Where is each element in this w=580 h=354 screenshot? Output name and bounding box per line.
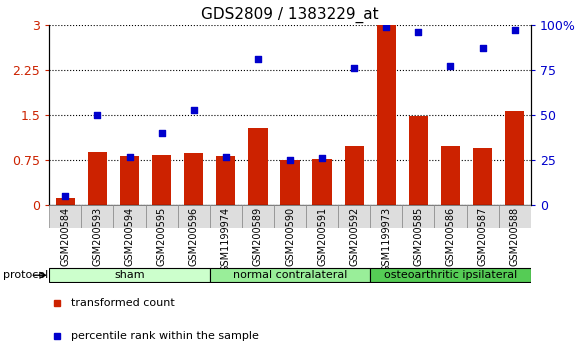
FancyBboxPatch shape: [49, 205, 81, 228]
Bar: [505, 112, 524, 205]
FancyBboxPatch shape: [466, 205, 499, 228]
Point: [414, 29, 423, 35]
Text: osteoarthritic ipsilateral: osteoarthritic ipsilateral: [384, 270, 517, 280]
Bar: [473, 148, 492, 205]
Point: [93, 112, 102, 118]
FancyBboxPatch shape: [306, 205, 338, 228]
Text: transformed count: transformed count: [71, 298, 175, 308]
FancyBboxPatch shape: [242, 205, 274, 228]
Text: GSM200585: GSM200585: [414, 206, 423, 266]
Point: [446, 63, 455, 69]
Bar: [248, 128, 267, 205]
Point: [221, 154, 230, 159]
Point: [382, 24, 391, 29]
Text: GSM1199974: GSM1199974: [221, 206, 231, 272]
Point: [189, 107, 198, 113]
Bar: [88, 152, 107, 205]
FancyBboxPatch shape: [49, 268, 210, 282]
Bar: [120, 156, 139, 205]
Text: GSM200588: GSM200588: [510, 206, 520, 266]
FancyBboxPatch shape: [210, 205, 242, 228]
Bar: [152, 155, 171, 205]
Point: [61, 193, 70, 199]
Point: [253, 56, 263, 62]
Text: GSM200586: GSM200586: [445, 206, 455, 266]
Text: GSM200589: GSM200589: [253, 206, 263, 266]
Text: GSM200592: GSM200592: [349, 206, 359, 266]
Bar: [345, 146, 364, 205]
FancyBboxPatch shape: [338, 205, 370, 228]
Text: GSM200587: GSM200587: [477, 206, 488, 266]
Text: GSM200594: GSM200594: [125, 206, 135, 266]
FancyBboxPatch shape: [370, 268, 531, 282]
Point: [285, 157, 295, 163]
FancyBboxPatch shape: [146, 205, 177, 228]
FancyBboxPatch shape: [81, 205, 114, 228]
Text: GSM200591: GSM200591: [317, 206, 327, 266]
Text: GSM200593: GSM200593: [92, 206, 103, 266]
FancyBboxPatch shape: [434, 205, 466, 228]
Text: GSM200595: GSM200595: [157, 206, 166, 266]
Text: GSM200584: GSM200584: [60, 206, 70, 266]
Bar: [56, 198, 75, 205]
Point: [478, 45, 487, 51]
Text: GSM200590: GSM200590: [285, 206, 295, 266]
Bar: [441, 146, 460, 205]
FancyBboxPatch shape: [210, 268, 370, 282]
Point: [317, 155, 327, 161]
FancyBboxPatch shape: [499, 205, 531, 228]
Text: percentile rank within the sample: percentile rank within the sample: [71, 331, 259, 341]
FancyBboxPatch shape: [370, 205, 403, 228]
Bar: [280, 160, 300, 205]
FancyBboxPatch shape: [177, 205, 210, 228]
Bar: [313, 159, 332, 205]
Point: [350, 65, 359, 71]
Point: [510, 27, 519, 33]
Text: sham: sham: [114, 270, 145, 280]
FancyBboxPatch shape: [403, 205, 434, 228]
FancyBboxPatch shape: [274, 205, 306, 228]
Text: GSM200596: GSM200596: [188, 206, 199, 266]
Bar: [216, 156, 235, 205]
Title: GDS2809 / 1383229_at: GDS2809 / 1383229_at: [201, 7, 379, 23]
Bar: [184, 153, 204, 205]
FancyBboxPatch shape: [114, 205, 146, 228]
Point: [157, 130, 166, 136]
Text: protocol: protocol: [3, 270, 48, 280]
Bar: [376, 25, 396, 205]
Bar: [409, 116, 428, 205]
Text: GSM1199973: GSM1199973: [381, 206, 392, 272]
Point: [125, 154, 134, 159]
Text: normal contralateral: normal contralateral: [233, 270, 347, 280]
